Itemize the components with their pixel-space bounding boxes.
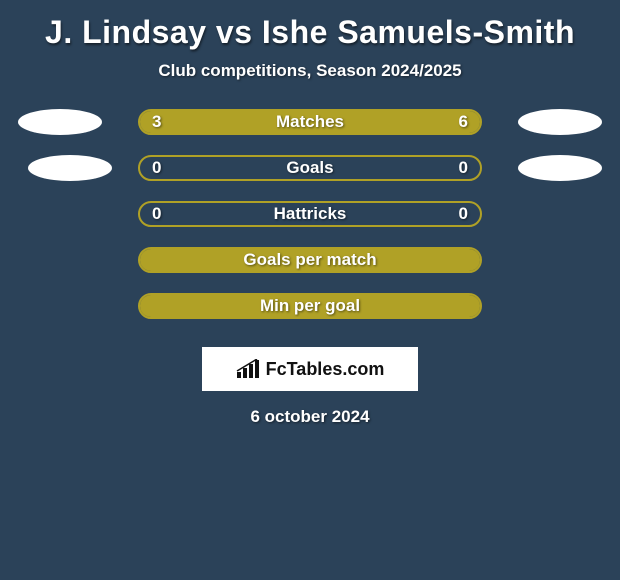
stat-label: Matches [140, 111, 480, 133]
page-title: J. Lindsay vs Ishe Samuels-Smith [0, 8, 620, 53]
stat-row-hattricks: 0 Hattricks 0 [0, 201, 620, 227]
stat-bar: Min per goal [138, 293, 482, 319]
bar-chart-icon [236, 359, 260, 379]
stat-row-goals-per-match: Goals per match [0, 247, 620, 273]
stat-value-right: 0 [459, 157, 468, 179]
footer-date: 6 october 2024 [0, 407, 620, 427]
player-flag-left [18, 109, 102, 135]
stats-rows: 3 Matches 6 0 Goals 0 0 Hattricks [0, 109, 620, 319]
stat-row-goals: 0 Goals 0 [0, 155, 620, 181]
player-flag-right [518, 109, 602, 135]
stat-label: Goals [140, 157, 480, 179]
stat-label: Hattricks [140, 203, 480, 225]
stat-bar: 0 Goals 0 [138, 155, 482, 181]
stat-bar: 0 Hattricks 0 [138, 201, 482, 227]
stat-bar: 3 Matches 6 [138, 109, 482, 135]
stat-label: Min per goal [140, 295, 480, 317]
stat-value-right: 6 [459, 111, 468, 133]
player-flag-right [518, 155, 602, 181]
stat-row-min-per-goal: Min per goal [0, 293, 620, 319]
comparison-widget: J. Lindsay vs Ishe Samuels-Smith Club co… [0, 0, 620, 427]
player-flag-left [28, 155, 112, 181]
brand-text: FcTables.com [266, 359, 385, 380]
stat-label: Goals per match [140, 249, 480, 271]
brand-box[interactable]: FcTables.com [202, 347, 418, 391]
page-subtitle: Club competitions, Season 2024/2025 [0, 61, 620, 81]
stat-value-right: 0 [459, 203, 468, 225]
stat-row-matches: 3 Matches 6 [0, 109, 620, 135]
stat-bar: Goals per match [138, 247, 482, 273]
